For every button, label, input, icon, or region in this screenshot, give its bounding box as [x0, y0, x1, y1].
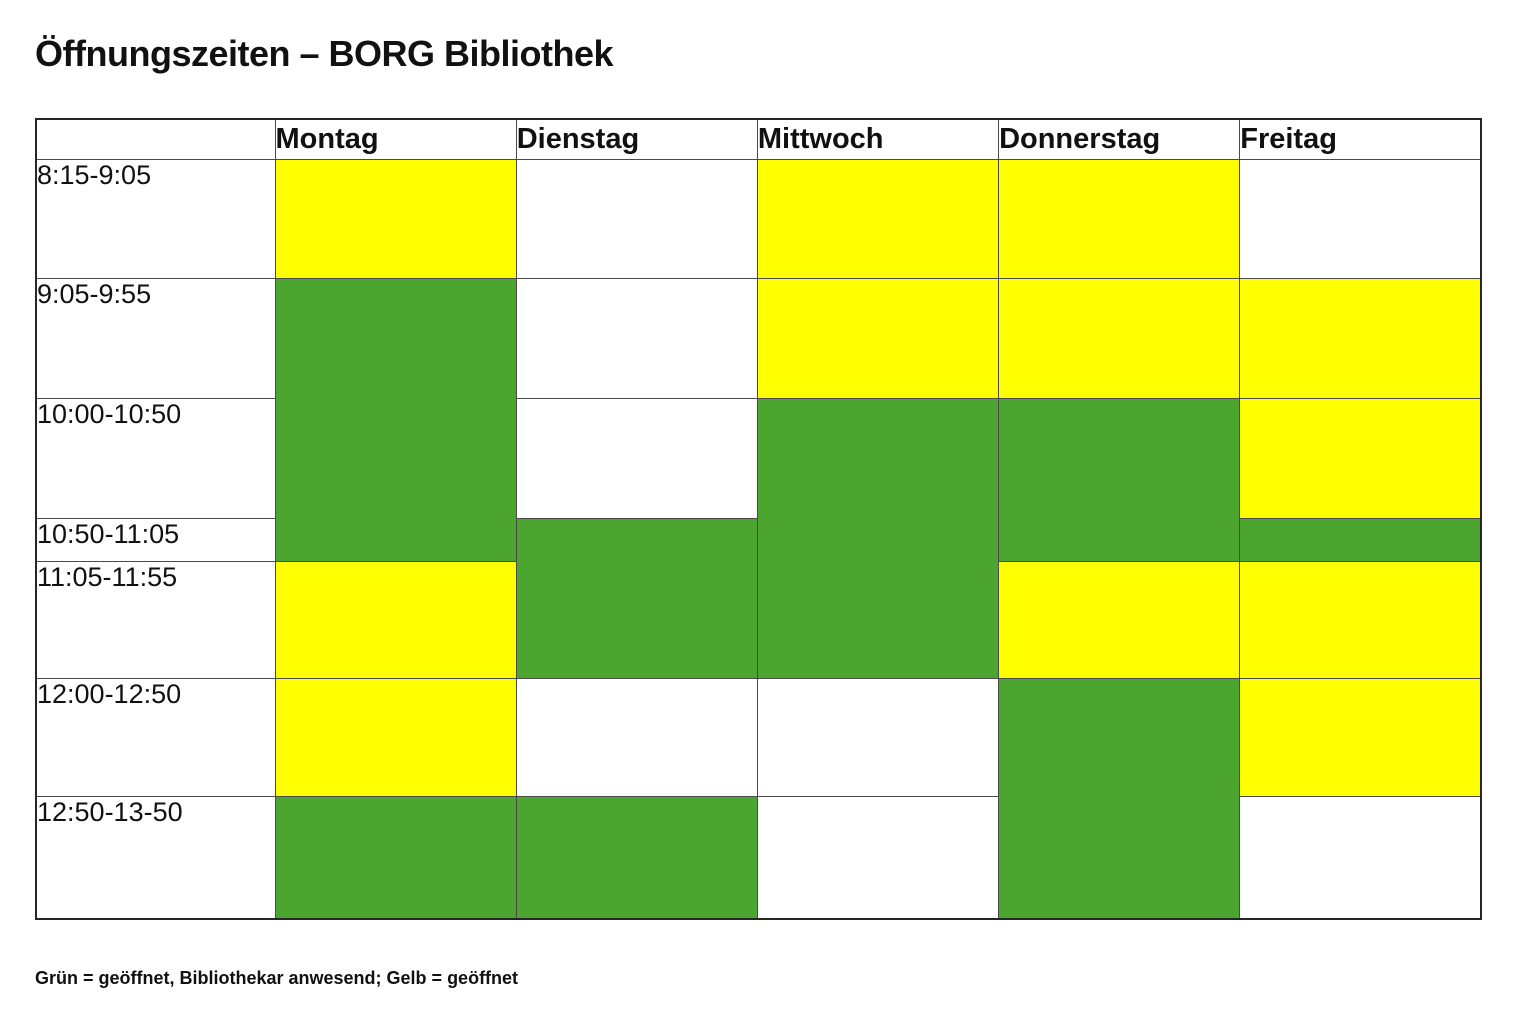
cell-donnerstag-row1 — [998, 277, 1241, 399]
schedule-row-5: 12:00-12:50 — [35, 677, 1482, 920]
time-slot-label-1: 9:05-9:55 — [35, 277, 276, 399]
day-header-montag: Montag — [274, 118, 517, 160]
schedule-header: Montag Dienstag Mittwoch Donnerstag Freitag — [35, 118, 1482, 160]
cell-mittwoch-row2 — [756, 397, 1000, 679]
schedule-row-0: 8:15-9:05 — [35, 158, 1482, 279]
cell-donnerstag-row0 — [998, 158, 1241, 279]
header-row: Montag Dienstag Mittwoch Donnerstag Freitag — [35, 118, 1482, 160]
time-slot-label-6: 12:50-13-50 — [35, 795, 276, 920]
cell-dienstag-row3 — [515, 517, 758, 679]
cell-freitag-row3 — [1239, 517, 1482, 562]
time-slot-label-4: 11:05-11:55 — [35, 560, 276, 679]
legend-text: Grün = geöffnet, Bibliothekar anwesend; … — [35, 968, 519, 989]
schedule-row-3: 10:50-11:05 — [35, 517, 1482, 679]
time-slot-label-2: 10:00-10:50 — [35, 397, 276, 519]
cell-donnerstag-row2 — [998, 397, 1241, 562]
cell-mittwoch-row0 — [756, 158, 1000, 279]
day-header-freitag: Freitag — [1239, 118, 1482, 160]
day-header-mittwoch: Mittwoch — [756, 118, 1000, 160]
cell-montag-row0 — [274, 158, 517, 279]
cell-dienstag-row1 — [515, 277, 758, 399]
cell-mittwoch-row5 — [756, 677, 1000, 797]
corner-cell — [35, 118, 276, 160]
cell-donnerstag-row5 — [998, 677, 1241, 920]
cell-mittwoch-row6 — [756, 795, 1000, 920]
cell-montag-row1 — [274, 277, 517, 562]
schedule-body: 8:15-9:05 9:05-9:55 10:00-10:50 10:50-11:05… — [35, 158, 1482, 920]
schedule-row-2: 10:00-10:50 — [35, 397, 1482, 679]
schedule-row-4: 11:05-11:55 — [35, 560, 1482, 679]
cell-freitag-row2 — [1239, 397, 1482, 519]
cell-freitag-row0 — [1239, 158, 1482, 279]
cell-freitag-row5 — [1239, 677, 1482, 797]
cell-dienstag-row6 — [515, 795, 758, 920]
cell-mittwoch-row1 — [756, 277, 1000, 399]
cell-montag-row5 — [274, 677, 517, 797]
cell-freitag-row4 — [1239, 560, 1482, 679]
schedule-row-6: 12:50-13-50 — [35, 795, 1482, 920]
day-header-dienstag: Dienstag — [515, 118, 758, 160]
cell-freitag-row1 — [1239, 277, 1482, 399]
page-title: Öffnungszeiten – BORG Bibliothek — [35, 33, 614, 74]
cell-dienstag-row0 — [515, 158, 758, 279]
document-page: Öffnungszeiten – BORG Bibliothek Montag D… — [35, 33, 1482, 989]
cell-freitag-row6 — [1239, 795, 1482, 920]
time-slot-label-5: 12:00-12:50 — [35, 677, 276, 797]
cell-dienstag-row5 — [515, 677, 758, 797]
cell-montag-row4 — [274, 560, 517, 679]
day-header-donnerstag: Donnerstag — [998, 118, 1241, 160]
schedule-row-1: 9:05-9:55 — [35, 277, 1482, 562]
time-slot-label-3: 10:50-11:05 — [35, 517, 276, 562]
cell-montag-row6 — [274, 795, 517, 920]
cell-donnerstag-row4 — [998, 560, 1241, 679]
time-slot-label-0: 8:15-9:05 — [35, 158, 276, 279]
schedule-table: Montag Dienstag Mittwoch Donnerstag Freitag … — [35, 118, 1482, 921]
cell-dienstag-row2 — [515, 397, 758, 519]
